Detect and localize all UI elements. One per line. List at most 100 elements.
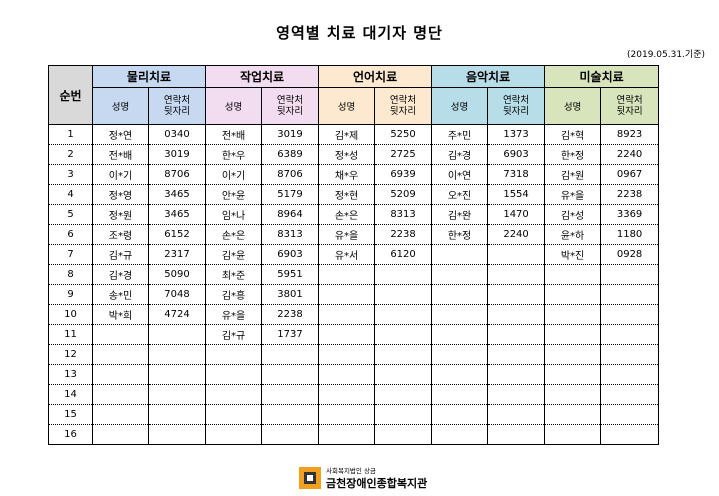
contact-column-header: 연락처 뒷자리	[600, 87, 660, 125]
contact-cell: 6903	[487, 144, 546, 165]
name-cell	[544, 344, 602, 365]
name-cell: 정*원	[92, 204, 149, 225]
contact-label-line2: 뒷자리	[276, 106, 304, 117]
contact-label-line2: 뒷자리	[616, 106, 643, 117]
contact-cell: 1373	[487, 124, 546, 145]
name-cell	[544, 264, 602, 285]
name-cell	[544, 364, 602, 385]
row-number: 8	[48, 264, 93, 285]
contact-cell: 2317	[147, 244, 207, 265]
table-row: 10 박*희 4724 유*을 2238	[48, 304, 660, 325]
contact-cell	[147, 324, 207, 345]
row-number: 6	[48, 224, 93, 245]
name-cell: 안*윤	[205, 184, 263, 205]
name-cell: 박*진	[544, 244, 602, 265]
row-number: 16	[48, 424, 93, 445]
name-cell	[92, 324, 149, 345]
contact-cell: 2240	[487, 224, 546, 245]
row-number: 9	[48, 284, 93, 305]
contact-cell	[600, 324, 660, 345]
table-row: 4 정*영 3465 안*윤 5179 정*현 5209 오*진 1554 유*을 2238	[48, 184, 660, 205]
contact-label-line1: 연락처	[616, 95, 643, 106]
table-row: 13	[48, 364, 660, 385]
waiting-list-table: 순번 물리치료 작업치료 언어치료 음악치료 미술치료 성명 연락처 뒷자리 성명 연락처 뒷자리 성명…	[48, 65, 660, 445]
contact-cell: 8706	[147, 164, 207, 185]
row-number: 12	[48, 344, 93, 365]
name-cell: 정*연	[92, 124, 149, 145]
name-cell: 유*을	[318, 224, 376, 245]
contact-cell: 3465	[147, 204, 207, 225]
contact-cell	[600, 344, 660, 365]
name-cell	[318, 324, 376, 345]
contact-cell	[261, 384, 320, 405]
name-cell	[318, 264, 376, 285]
contact-cell: 3019	[261, 124, 320, 145]
row-number: 2	[48, 144, 93, 165]
name-cell: 김*규	[92, 244, 149, 265]
table-row: 9 송*민 7048 김*흥 3801	[48, 284, 660, 305]
name-cell	[544, 404, 602, 425]
name-cell: 송*민	[92, 284, 149, 305]
table-row: 12	[48, 344, 660, 365]
contact-cell: 0928	[600, 244, 660, 265]
contact-cell	[487, 284, 546, 305]
reference-date: (2019.05.31.기준)	[627, 50, 705, 60]
name-cell: 최*준	[205, 264, 263, 285]
contact-cell	[487, 324, 546, 345]
contact-cell: 3465	[147, 184, 207, 205]
row-number: 13	[48, 364, 93, 385]
contact-cell	[374, 284, 433, 305]
name-cell	[431, 344, 489, 365]
name-column-header: 성명	[318, 87, 376, 125]
name-cell	[544, 424, 602, 445]
name-cell	[544, 324, 602, 345]
contact-cell	[600, 364, 660, 385]
contact-cell: 5090	[147, 264, 207, 285]
name-cell: 정*현	[318, 184, 376, 205]
contact-label-line1: 연락처	[502, 95, 530, 106]
contact-cell	[374, 364, 433, 385]
name-cell: 김*제	[318, 124, 376, 145]
name-cell	[544, 284, 602, 305]
contact-cell: 2240	[600, 144, 660, 165]
name-cell: 이*기	[205, 164, 263, 185]
contact-cell: 3801	[261, 284, 320, 305]
table-row: 7 김*규 2317 김*윤 6903 유*서 6120 박*진 0928	[48, 244, 660, 265]
org-logo: 사회복지법인 상금 금천장애인종합복지관	[298, 465, 448, 491]
contact-label-line1: 연락처	[389, 95, 417, 106]
contact-cell	[374, 344, 433, 365]
name-cell	[205, 424, 263, 445]
name-cell: 김*윤	[205, 244, 263, 265]
contact-column-header: 연락처 뒷자리	[374, 87, 433, 125]
name-cell: 김*경	[92, 264, 149, 285]
column-header-no: 순번	[48, 65, 93, 125]
name-cell: 정*영	[92, 184, 149, 205]
name-column-header: 성명	[431, 87, 489, 125]
name-cell: 한*정	[544, 144, 602, 165]
name-column-header: 성명	[544, 87, 602, 125]
contact-cell	[374, 384, 433, 405]
name-cell: 전*배	[205, 124, 263, 145]
row-number: 1	[48, 124, 93, 145]
contact-cell	[487, 404, 546, 425]
contact-cell: 5209	[374, 184, 433, 205]
contact-cell	[600, 424, 660, 445]
contact-cell: 4724	[147, 304, 207, 325]
contact-cell	[147, 384, 207, 405]
contact-cell	[487, 384, 546, 405]
contact-cell: 8313	[374, 204, 433, 225]
name-cell	[92, 424, 149, 445]
contact-cell: 1554	[487, 184, 546, 205]
contact-cell	[600, 264, 660, 285]
contact-cell	[261, 344, 320, 365]
name-cell: 조*령	[92, 224, 149, 245]
contact-cell: 0967	[600, 164, 660, 185]
contact-column-header: 연락처 뒷자리	[261, 87, 320, 125]
name-cell: 김*경	[431, 144, 489, 165]
name-cell: 유*서	[318, 244, 376, 265]
row-number: 3	[48, 164, 93, 185]
contact-cell	[600, 284, 660, 305]
contact-cell: 3019	[147, 144, 207, 165]
table-row: 16	[48, 424, 660, 445]
contact-cell: 2725	[374, 144, 433, 165]
